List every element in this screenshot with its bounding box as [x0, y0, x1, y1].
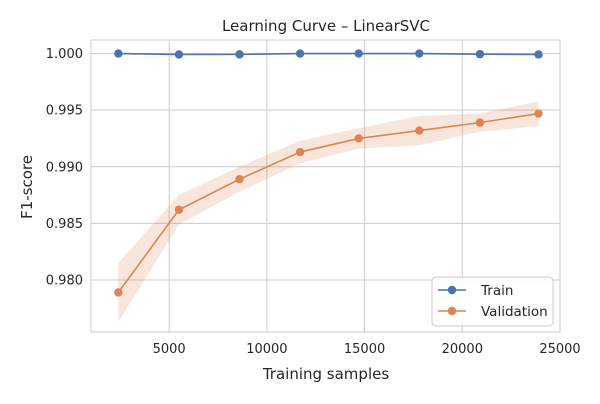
series-lines	[117, 52, 539, 293]
validation-point	[415, 126, 424, 135]
legend-train-marker	[447, 285, 457, 295]
validation-point	[534, 109, 543, 118]
train-point	[295, 49, 305, 58]
validation-point	[475, 118, 485, 127]
x-tick-label: 5000	[153, 342, 186, 357]
legend: Train Validation	[431, 276, 554, 327]
train-point	[235, 50, 244, 59]
y-tick-label: 1.000	[46, 47, 83, 62]
train-point	[475, 49, 485, 59]
train-point	[415, 49, 424, 58]
y-tick-label: 0.990	[46, 160, 83, 175]
y-axis-label: F1-score	[18, 155, 36, 219]
validation-point	[174, 205, 184, 214]
validation-point	[235, 175, 244, 184]
legend-validation-label: Validation	[481, 304, 548, 320]
x-tick-label: 20000	[442, 342, 483, 357]
legend-validation-marker	[447, 306, 457, 316]
validation-point	[114, 288, 123, 297]
train-point	[174, 50, 184, 59]
y-tick-label: 0.980	[46, 273, 83, 288]
train-point	[534, 50, 543, 59]
train-point	[354, 49, 363, 58]
x-axis-label: Training samples	[262, 365, 389, 383]
chart-title: Learning Curve – LinearSVC	[222, 17, 430, 35]
tick-labels: 5000 10000 15000 20000 25000 0.980 0.985 0.990 0…	[46, 47, 581, 357]
y-tick-label: 0.985	[46, 217, 83, 232]
series-markers	[114, 49, 543, 297]
plot-frame	[90, 39, 561, 333]
y-tick-label: 0.995	[46, 104, 83, 119]
validation-point	[295, 147, 305, 157]
x-tick-label: 25000	[539, 342, 580, 357]
train-point	[114, 49, 123, 58]
legend-train-label: Train	[480, 283, 513, 299]
x-tick-label: 10000	[246, 342, 287, 357]
x-tick-label: 15000	[344, 342, 385, 357]
validation-point	[354, 134, 363, 143]
train-line	[118, 52, 539, 56]
validation-line	[117, 112, 539, 293]
